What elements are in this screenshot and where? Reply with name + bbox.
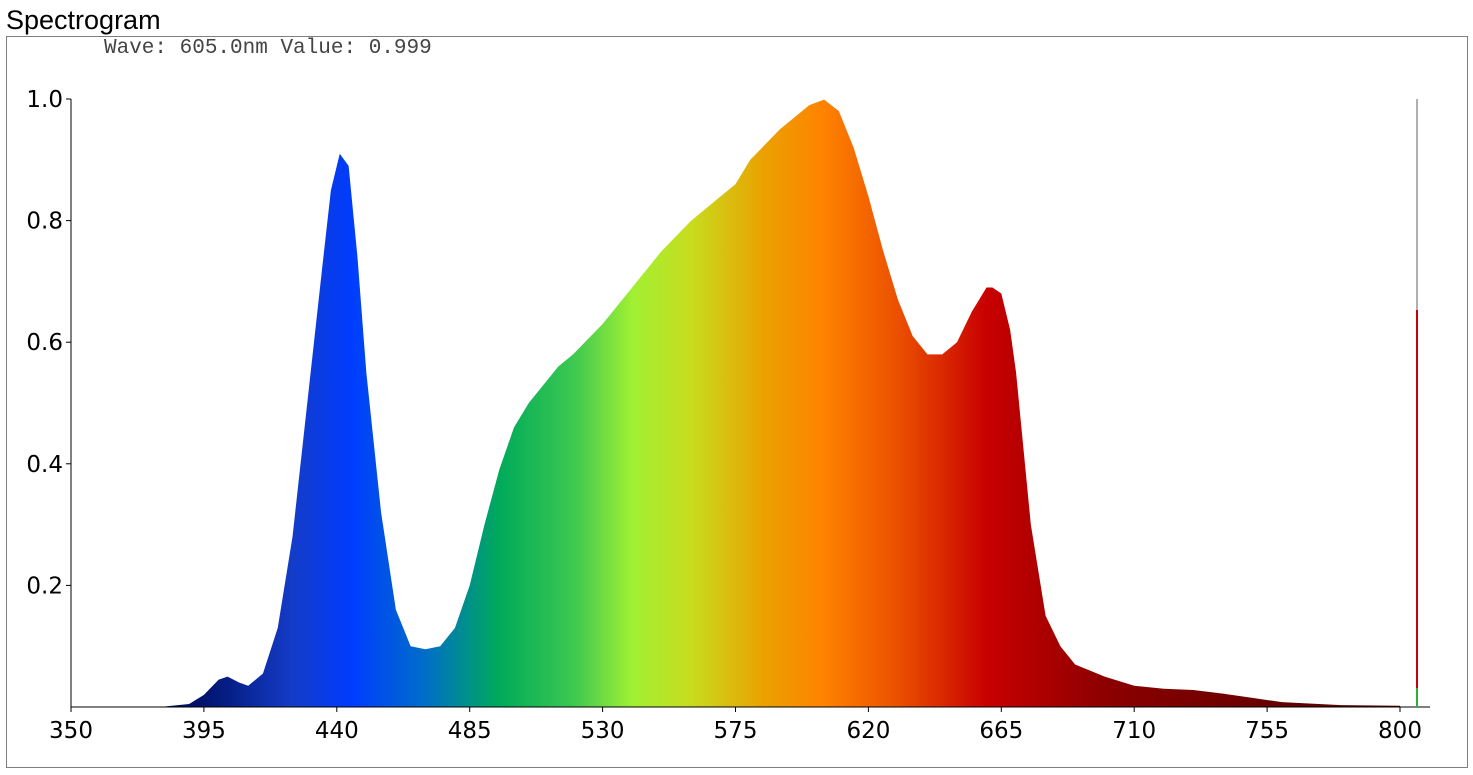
x-tick-label: 440 [315,718,359,744]
spectrum-area [71,99,1400,708]
cursor-readout: Wave: 605.0nm Value: 0.999 [104,37,432,60]
x-tick-label: 710 [1112,718,1156,744]
x-tick-label: 530 [581,718,625,744]
x-tick-label: 665 [979,718,1023,744]
value-label: Value: [280,37,357,60]
chart-frame [6,36,1468,768]
x-tick-label: 350 [49,718,93,744]
value-value: 0.999 [368,37,432,60]
chart-title: Spectrogram [6,5,161,35]
y-tick-label: 1.0 [26,87,63,113]
y-tick-label: 0.4 [26,452,63,478]
x-tick-label: 620 [846,718,890,744]
y-tick-label: 0.8 [26,209,63,235]
x-tick-label: 800 [1378,718,1422,744]
wave-value: 605.0nm [179,37,268,60]
x-tick-label: 575 [714,718,758,744]
x-tick-label: 485 [448,718,492,744]
x-tick-label: 395 [182,718,226,744]
y-tick-label: 0.6 [26,330,63,356]
x-tick-label: 755 [1245,718,1289,744]
wave-label: Wave: [104,37,168,60]
y-tick-label: 0.2 [26,573,63,599]
